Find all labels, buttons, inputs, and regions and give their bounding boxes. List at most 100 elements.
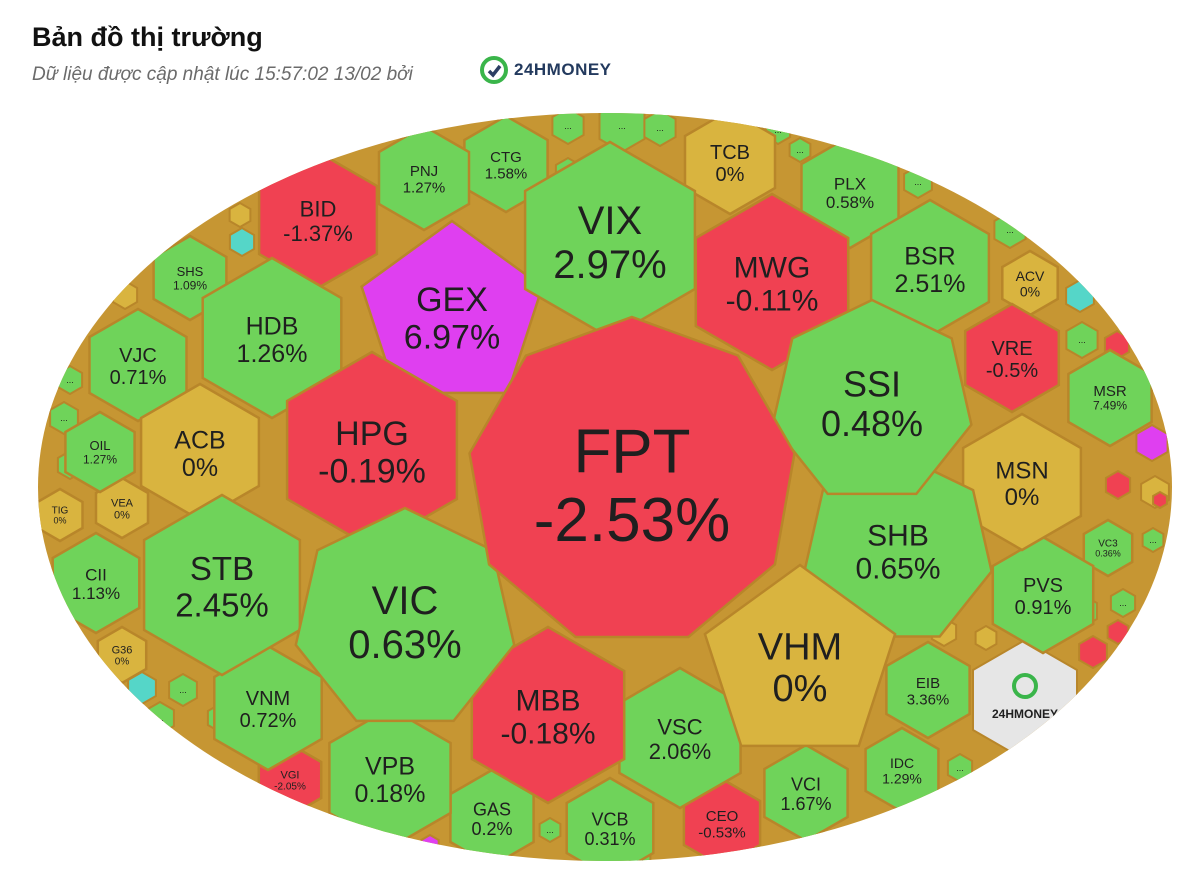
treemap-tile-small[interactable] bbox=[1135, 325, 1165, 361]
treemap-tile-small[interactable] bbox=[228, 226, 256, 258]
tile-change-vgi: -2.05% bbox=[274, 782, 306, 793]
treemap-tile-small-label: ... bbox=[914, 177, 922, 187]
treemap-tile-small[interactable] bbox=[420, 833, 440, 857]
tile-ticker-acb: ACB bbox=[174, 426, 225, 454]
treemap-tile-vea[interactable] bbox=[94, 476, 150, 540]
tile-ticker-vsc: VSC bbox=[657, 715, 702, 740]
treemap-tile-small[interactable] bbox=[228, 201, 252, 229]
tile-change-acb: 0% bbox=[182, 454, 218, 482]
tile-change-vix: 2.97% bbox=[553, 243, 666, 287]
treemap-tile-small-label: ... bbox=[1006, 225, 1014, 235]
tile-change-vsc: 2.06% bbox=[649, 739, 711, 764]
treemap-tile-msn[interactable] bbox=[961, 412, 1083, 552]
treemap-tile-tig[interactable] bbox=[38, 487, 84, 543]
treemap-tile-oil[interactable] bbox=[64, 410, 136, 494]
tile-change-vnm: 0.72% bbox=[240, 710, 297, 732]
tile-change-vci: 1.67% bbox=[780, 794, 831, 814]
tile-change-idc: 1.29% bbox=[882, 770, 922, 786]
treemap-tile-small[interactable] bbox=[1106, 618, 1130, 646]
tile-change-vpb: 0.18% bbox=[355, 780, 426, 808]
tile-ticker-hpg: HPG bbox=[335, 415, 409, 453]
treemap-tile-small[interactable] bbox=[1135, 423, 1169, 463]
tile-ticker-shs: SHS bbox=[177, 264, 204, 279]
tile-ticker-pvs: PVS bbox=[1023, 575, 1063, 597]
treemap-tile-vc3[interactable] bbox=[1082, 518, 1134, 578]
treemap-tile-fpt[interactable] bbox=[468, 315, 796, 639]
tile-ticker-mwg: MWG bbox=[734, 252, 811, 285]
treemap-tile-small[interactable] bbox=[1104, 469, 1132, 501]
tile-change-vjc: 0.71% bbox=[110, 367, 167, 389]
tile-ticker-vnm: VNM bbox=[246, 688, 290, 710]
treemap-tile-tcb[interactable] bbox=[683, 110, 777, 216]
treemap-tile-small[interactable] bbox=[1141, 526, 1165, 554]
tile-ticker-vic: VIC bbox=[372, 579, 439, 623]
tile-change-bid: -1.37% bbox=[283, 221, 353, 246]
treemap-tile-small[interactable] bbox=[1065, 320, 1099, 360]
treemap-tile-ctg[interactable] bbox=[463, 114, 549, 214]
tile-change-vic: 0.63% bbox=[348, 623, 461, 667]
tile-ticker-ssi: SSI bbox=[843, 364, 901, 405]
tile-change-vhm: 0% bbox=[773, 668, 828, 710]
brand-logo: 24HMONEY bbox=[480, 56, 612, 84]
treemap-tile-vcb[interactable] bbox=[565, 776, 655, 878]
treemap-tile-stb[interactable] bbox=[142, 493, 302, 677]
treemap-tile-small-label: ... bbox=[179, 685, 187, 695]
tile-ticker-vre: VRE bbox=[991, 338, 1032, 360]
tile-change-oil: 1.27% bbox=[83, 452, 117, 466]
treemap-tile-small[interactable] bbox=[1152, 490, 1168, 510]
treemap-tile-small[interactable] bbox=[1109, 587, 1137, 619]
treemap-tile-vre[interactable] bbox=[963, 302, 1061, 414]
tile-ticker-gex: GEX bbox=[416, 281, 488, 319]
tile-ticker-idc: IDC bbox=[890, 755, 914, 771]
treemap-tile-small-label: ... bbox=[258, 825, 266, 835]
tile-ticker-gas: GAS bbox=[473, 799, 511, 819]
tile-ticker-plx: PLX bbox=[834, 174, 866, 193]
tile-ticker-stb: STB bbox=[190, 550, 254, 587]
brand-name: 24HMONEY bbox=[514, 60, 612, 79]
treemap-tile-hdb[interactable] bbox=[201, 256, 343, 420]
treemap-tile-pnj[interactable] bbox=[377, 124, 471, 232]
treemap-tile-vjc[interactable] bbox=[88, 307, 188, 423]
treemap-tile-small[interactable] bbox=[1065, 278, 1095, 314]
tile-change-pvs: 0.91% bbox=[1015, 597, 1072, 619]
treemap-tile-small[interactable] bbox=[643, 110, 677, 148]
treemap-tile-small-label: ... bbox=[1146, 338, 1154, 348]
tile-change-tig: 0% bbox=[53, 516, 66, 526]
tile-ticker-vhm: VHM bbox=[758, 626, 842, 668]
tile-ticker-ctg: CTG bbox=[490, 149, 522, 166]
treemap-tile-small[interactable] bbox=[551, 108, 585, 146]
treemap-tile-ssi[interactable] bbox=[771, 298, 973, 496]
treemap-tile-vhm[interactable] bbox=[703, 563, 897, 748]
treemap-tile-cii[interactable] bbox=[51, 531, 141, 635]
tile-ticker-g36: G36 bbox=[112, 644, 133, 656]
treemap-tile-small[interactable] bbox=[247, 812, 277, 848]
treemap-tile-small[interactable] bbox=[974, 624, 998, 652]
tile-change-tcb: 0% bbox=[716, 164, 745, 186]
page-title: Bản đồ thị trường bbox=[32, 22, 263, 52]
treemap-tile-eib[interactable] bbox=[885, 640, 971, 740]
tile-change-hpg: -0.19% bbox=[318, 452, 426, 490]
treemap-tile-small[interactable] bbox=[788, 136, 812, 164]
treemap-tile-small-label: ... bbox=[618, 121, 626, 131]
tile-ticker-vea: VEA bbox=[111, 497, 134, 509]
treemap-tile-small[interactable] bbox=[168, 672, 198, 708]
treemap-tile-pvs[interactable] bbox=[991, 535, 1095, 655]
tile-ticker-vci: VCI bbox=[791, 774, 821, 794]
treemap-tile-small-label: ... bbox=[1119, 598, 1127, 608]
tile-ticker-cii: CII bbox=[85, 565, 107, 584]
treemap-tile-small-label: ... bbox=[60, 413, 68, 423]
tile-change-msn: 0% bbox=[1005, 484, 1040, 511]
treemap-tile-small[interactable] bbox=[1078, 634, 1108, 670]
treemap-tile-small[interactable] bbox=[538, 816, 562, 844]
tile-ticker-vc3: VC3 bbox=[1098, 539, 1118, 550]
treemap-tile-small-label: ... bbox=[546, 825, 554, 835]
tile-ticker-tig: TIG bbox=[52, 506, 69, 517]
logo-tile-text: 24HMONEY bbox=[992, 707, 1058, 721]
tile-ticker-vix: VIX bbox=[578, 199, 642, 243]
tile-ticker-vcb: VCB bbox=[591, 809, 628, 829]
treemap-tile-small[interactable] bbox=[111, 279, 139, 311]
treemap-tile-shb[interactable] bbox=[803, 452, 993, 638]
tile-change-cii: 1.13% bbox=[72, 584, 120, 603]
treemap-tile-small-label: ... bbox=[1149, 535, 1157, 545]
tile-change-vea: 0% bbox=[114, 509, 130, 521]
